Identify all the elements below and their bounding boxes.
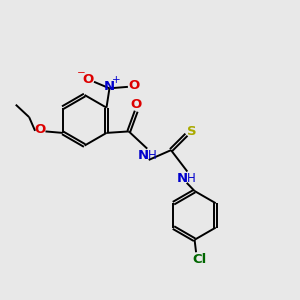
Text: Cl: Cl <box>193 253 207 266</box>
Text: O: O <box>82 73 94 86</box>
Text: N: N <box>104 80 115 93</box>
Text: N: N <box>138 149 149 162</box>
Text: O: O <box>128 79 140 92</box>
Text: O: O <box>34 123 45 136</box>
Text: N: N <box>176 172 188 184</box>
Text: +: + <box>112 75 120 85</box>
Text: S: S <box>187 124 196 138</box>
Text: H: H <box>187 172 195 184</box>
Text: H: H <box>148 149 157 162</box>
Text: O: O <box>130 98 142 111</box>
Text: −: − <box>77 68 86 78</box>
